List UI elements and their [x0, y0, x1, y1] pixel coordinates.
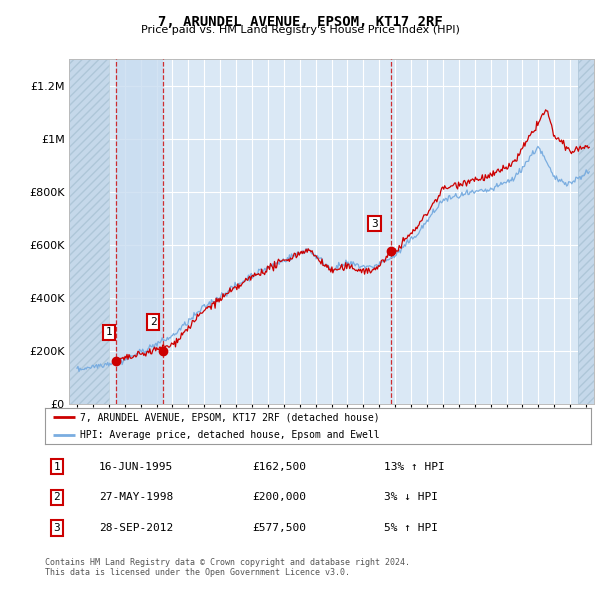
Text: 3% ↓ HPI: 3% ↓ HPI	[384, 493, 438, 502]
Text: £162,500: £162,500	[252, 462, 306, 471]
Text: Price paid vs. HM Land Registry's House Price Index (HPI): Price paid vs. HM Land Registry's House …	[140, 25, 460, 35]
Bar	[69, 59, 109, 404]
Text: 2: 2	[150, 317, 157, 327]
Text: 5% ↑ HPI: 5% ↑ HPI	[384, 523, 438, 533]
Text: £577,500: £577,500	[252, 523, 306, 533]
Text: £200,000: £200,000	[252, 493, 306, 502]
Text: 3: 3	[53, 523, 61, 533]
Text: Contains HM Land Registry data © Crown copyright and database right 2024.
This d: Contains HM Land Registry data © Crown c…	[45, 558, 410, 577]
Text: 2: 2	[53, 493, 61, 502]
Text: 1: 1	[106, 327, 112, 337]
Text: 13% ↑ HPI: 13% ↑ HPI	[384, 462, 445, 471]
Text: 16-JUN-1995: 16-JUN-1995	[99, 462, 173, 471]
Text: HPI: Average price, detached house, Epsom and Ewell: HPI: Average price, detached house, Epso…	[80, 430, 380, 440]
Text: 27-MAY-1998: 27-MAY-1998	[99, 493, 173, 502]
Text: 28-SEP-2012: 28-SEP-2012	[99, 523, 173, 533]
Text: 7, ARUNDEL AVENUE, EPSOM, KT17 2RF: 7, ARUNDEL AVENUE, EPSOM, KT17 2RF	[158, 15, 442, 29]
Bar	[578, 59, 594, 404]
Text: 1: 1	[53, 462, 61, 471]
Bar	[578, 59, 594, 404]
Text: 7, ARUNDEL AVENUE, EPSOM, KT17 2RF (detached house): 7, ARUNDEL AVENUE, EPSOM, KT17 2RF (deta…	[80, 412, 380, 422]
Bar	[69, 59, 109, 404]
Text: 3: 3	[371, 219, 378, 228]
Bar	[116, 59, 163, 404]
